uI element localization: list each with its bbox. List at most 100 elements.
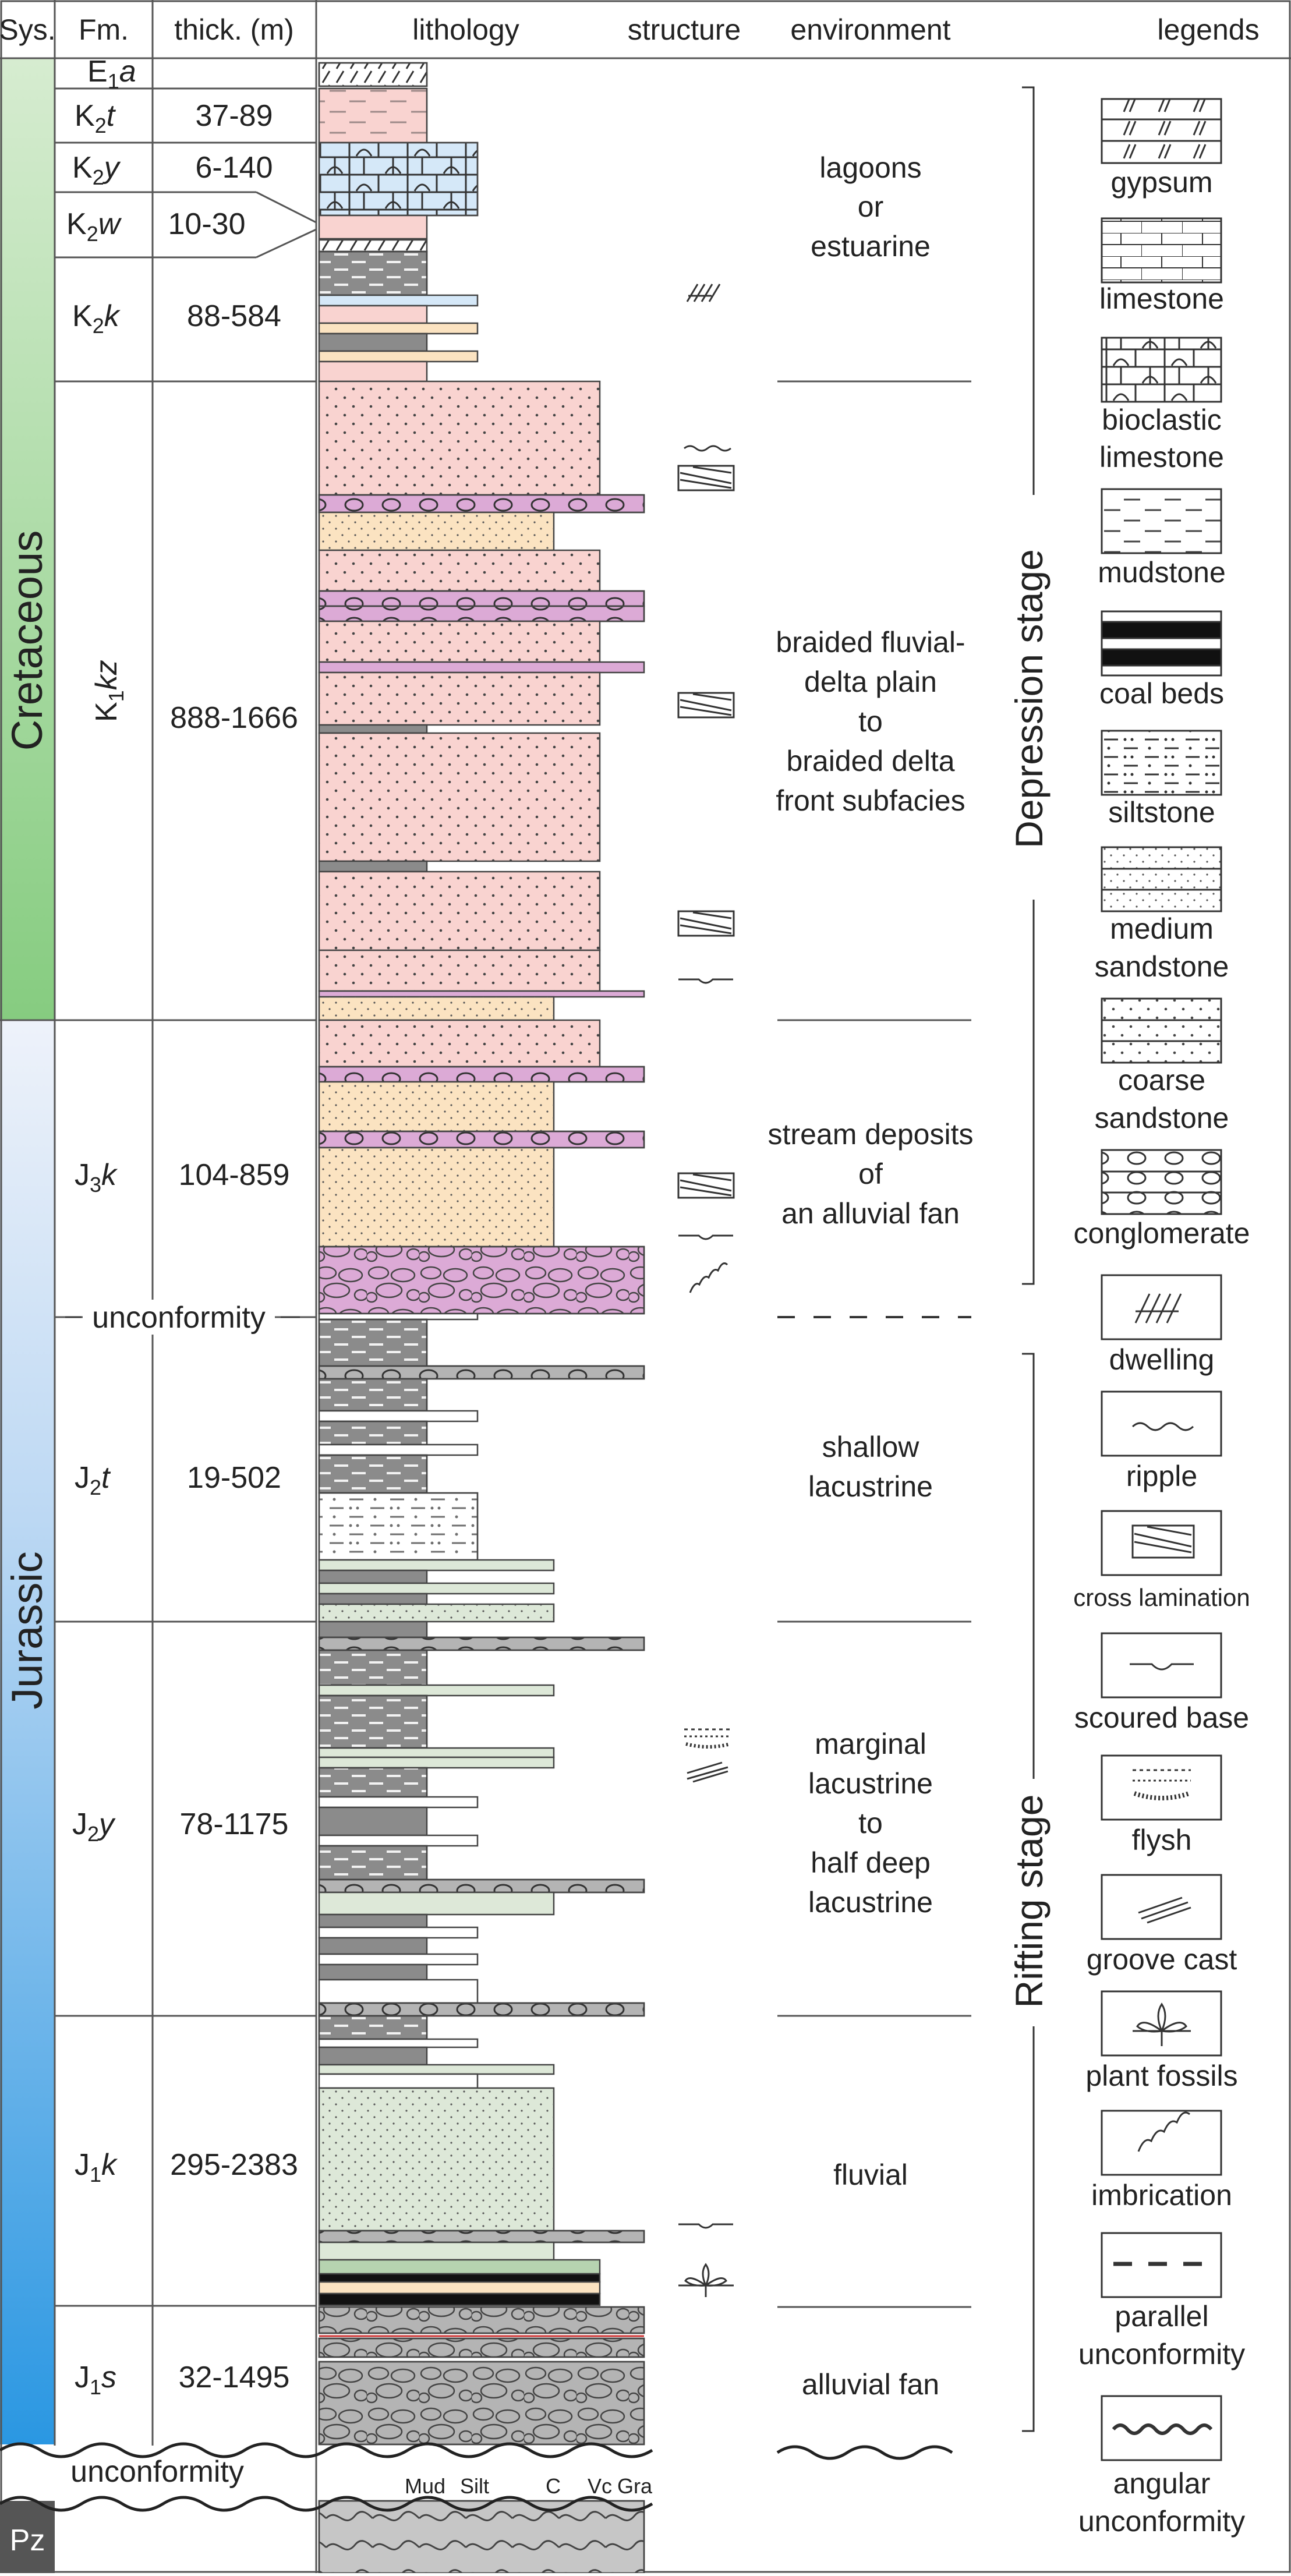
environment-column: lagoons or estuarine braided fluvial- de…	[768, 151, 974, 2401]
svg-text:stream deposits: stream deposits	[768, 1118, 974, 1151]
svg-text:J1k: J1k	[75, 2148, 118, 2186]
svg-text:an alluvial fan: an alluvial fan	[781, 1197, 960, 1230]
legend-imbrication: imbrication	[1091, 2110, 1232, 2211]
header-lithology: lithology	[412, 13, 519, 46]
grain-c: C	[546, 2474, 561, 2498]
svg-text:K2t: K2t	[75, 99, 116, 137]
svg-text:K1kz: K1kz	[90, 660, 128, 722]
svg-text:front subfacies: front subfacies	[776, 784, 965, 817]
stage-brackets	[1022, 86, 1035, 2432]
svg-text:sandstone: sandstone	[1095, 950, 1229, 983]
svg-text:J3k: J3k	[75, 1158, 118, 1197]
stage-rifting: Rifting stage	[1007, 1795, 1051, 2008]
basal-unconformity	[0, 2442, 953, 2512]
legend-parallel: parallel unconformity	[1078, 2232, 1245, 2370]
dwelling-icon	[686, 284, 721, 302]
flysh-icon	[684, 1728, 731, 1749]
lithology-column	[318, 62, 645, 2574]
svg-text:lacustrine: lacustrine	[808, 1767, 933, 1800]
env-stream: stream deposits of an alluvial fan	[768, 1118, 974, 1230]
cross-lamination-icon	[677, 1172, 735, 1199]
grain-scale: Mud Silt C Vc Gra	[405, 2474, 653, 2498]
svg-text:parallel: parallel	[1115, 2300, 1208, 2333]
svg-text:of: of	[858, 1158, 883, 1190]
thick-j1k: 295-2383	[170, 2148, 298, 2182]
svg-text:imbrication: imbrication	[1091, 2179, 1232, 2211]
legend-dwelling: dwelling	[1101, 1274, 1222, 1376]
unconformity-marker: unconformity	[65, 1300, 300, 1335]
legend-siltstone: siltstone	[1101, 730, 1222, 829]
svg-text:flysh: flysh	[1132, 1824, 1192, 1856]
env-alluvial: alluvial fan	[802, 2368, 939, 2401]
svg-text:J1s: J1s	[75, 2361, 116, 2399]
svg-text:shallow: shallow	[822, 1431, 920, 1463]
structure-symbols	[677, 284, 735, 2297]
svg-text:braided delta: braided delta	[786, 745, 954, 777]
legend-coal: coal beds	[1099, 610, 1224, 710]
grain-gra: Gra	[617, 2474, 653, 2498]
legend-limestone: limestone	[1099, 217, 1224, 315]
legend-conglomerate: conglomerate	[1074, 1149, 1250, 1250]
legends-panel: gypsum limestone bioclastic limestone mu…	[1073, 98, 1250, 2538]
legend-angular: angular unconformity	[1078, 2395, 1245, 2538]
imbrication-icon	[689, 1262, 728, 1293]
cretaceous-band	[0, 58, 55, 1020]
legend-medium: medium sandstone	[1095, 846, 1229, 983]
svg-text:ripple: ripple	[1126, 1460, 1197, 1492]
header-legends: legends	[1157, 13, 1259, 46]
legend-cross: cross lamination	[1073, 1510, 1250, 1611]
svg-text:K2k: K2k	[72, 299, 121, 338]
formation-j2t: J2t 19-502	[75, 1461, 281, 1499]
system-jurassic: Jurassic	[3, 1551, 51, 1709]
svg-text:scoured base: scoured base	[1074, 1701, 1249, 1734]
thick-j1s: 32-1495	[179, 2361, 290, 2394]
thick-k2w: 10-30	[168, 207, 246, 241]
legend-plant: plant fossils	[1085, 1990, 1238, 2092]
svg-text:to: to	[858, 1807, 883, 1839]
svg-text:sandstone: sandstone	[1095, 1102, 1229, 1134]
legend-flysh: flysh	[1101, 1754, 1222, 1856]
scoured-base-icon	[678, 2223, 733, 2229]
env-lagoons: lagoons or estuarine	[811, 151, 931, 263]
groove-cast-icon	[687, 1761, 728, 1783]
thick-k2y: 6-140	[196, 151, 273, 185]
svg-text:J2t: J2t	[75, 1461, 111, 1499]
thick-j3k: 104-859	[179, 1158, 290, 1192]
pz-band	[0, 2501, 55, 2573]
legend-scoured: scoured base	[1074, 1632, 1249, 1734]
env-braided: braided fluvial- delta plain to braided …	[776, 626, 965, 817]
cross-lamination-icon	[677, 910, 735, 937]
svg-text:estuarine: estuarine	[811, 230, 931, 263]
svg-text:coarse: coarse	[1118, 1064, 1205, 1096]
env-fluvial: fluvial	[833, 2159, 908, 2191]
thick-k2k: 88-584	[187, 299, 281, 333]
svg-text:delta plain: delta plain	[804, 666, 937, 698]
scoured-base-icon	[678, 978, 733, 984]
formation-k1kz: K1kz 888-1666	[90, 660, 298, 735]
svg-text:angular: angular	[1113, 2467, 1211, 2500]
thick-k2t: 37-89	[196, 99, 273, 133]
svg-text:conglomerate: conglomerate	[1074, 1217, 1250, 1250]
header-fm: Fm.	[79, 13, 129, 46]
plant-fossils-icon	[678, 2263, 734, 2297]
svg-text:dwelling: dwelling	[1109, 1343, 1215, 1376]
svg-text:J2y: J2y	[72, 1807, 116, 1846]
env-marginal: marginal lacustrine to half deep lacustr…	[808, 1728, 933, 1919]
ripple-icon	[684, 445, 731, 452]
svg-text:E1a: E1a	[87, 55, 136, 93]
header-sys: Sys.	[0, 13, 56, 46]
svg-text:K2w: K2w	[66, 207, 122, 246]
formation-j1k: J1k 295-2383	[75, 2148, 298, 2186]
thick-j2y: 78-1175	[180, 1807, 289, 1841]
legend-groove: groove cast	[1087, 1874, 1237, 1976]
cross-lamination-icon	[677, 692, 735, 719]
bottom-unconformity-label: unconformity	[70, 2455, 244, 2489]
system-cretaceous: Cretaceous	[3, 530, 51, 751]
formation-j2y: J2y 78-1175	[72, 1807, 288, 1846]
formation-j1s: J1s 32-1495	[75, 2361, 289, 2399]
svg-text:half deep: half deep	[811, 1846, 931, 1879]
formation-j3k: J3k 104-859	[75, 1158, 289, 1197]
legend-ripple: ripple	[1101, 1390, 1222, 1492]
formation-e1a: E1a	[87, 55, 136, 93]
